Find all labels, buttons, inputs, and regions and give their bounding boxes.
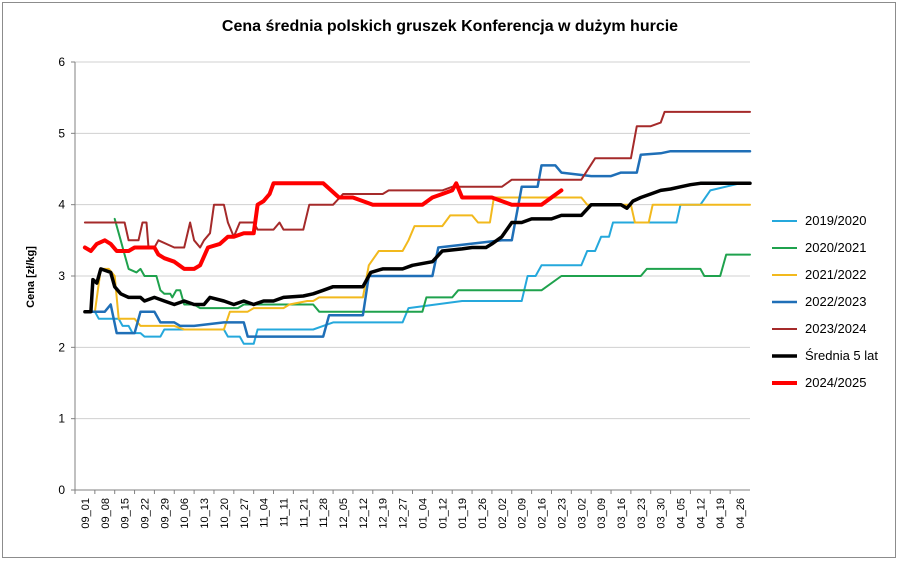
y-tick-label: 2 bbox=[58, 340, 65, 354]
axes bbox=[71, 61, 750, 494]
y-tick-label: 0 bbox=[58, 483, 65, 497]
x-tick-label: 11_11 bbox=[278, 498, 290, 527]
x-tick-label: 10_27 bbox=[239, 498, 251, 529]
x-tick-label: 09_08 bbox=[100, 498, 112, 529]
y-ticks: 0 1 2 3 4 5 6 bbox=[58, 55, 65, 497]
x-tick-label: 03_09 bbox=[596, 498, 608, 529]
legend-label: 2022/2023 bbox=[805, 294, 866, 309]
x-tick-label: 09_15 bbox=[120, 498, 132, 529]
x-tick-label: 10_13 bbox=[199, 498, 211, 529]
x-tick-label: 04_05 bbox=[676, 498, 688, 529]
series-line bbox=[83, 181, 752, 314]
legend-label: Średnia 5 lat bbox=[805, 348, 878, 363]
x-tick-label: 01_26 bbox=[477, 498, 489, 529]
legend-label: 2020/2021 bbox=[805, 240, 866, 255]
x-tick-label: 11_21 bbox=[298, 498, 310, 528]
x-tick-label: 03_23 bbox=[636, 498, 648, 529]
x-tick-label: 01_04 bbox=[417, 498, 429, 529]
legend-label: 2019/2020 bbox=[805, 213, 866, 228]
series-line bbox=[82, 181, 564, 271]
x-tick-label: 09_01 bbox=[80, 498, 92, 529]
y-axis-label: Cena [zł/kg] bbox=[25, 246, 37, 308]
y-tick-label: 5 bbox=[58, 126, 65, 140]
legend: 2019/2020 2020/2021 2021/2022 2022/2023 2023… bbox=[772, 213, 878, 390]
y-tick-label: 1 bbox=[58, 412, 65, 426]
y-tick-label: 4 bbox=[58, 198, 65, 212]
x-tick-label: 04_19 bbox=[715, 498, 727, 529]
x-tick-label: 01_12 bbox=[437, 498, 449, 529]
x-tick-label: 12_05 bbox=[338, 498, 350, 529]
x-tick-label: 02_09 bbox=[517, 498, 529, 529]
x-tick-label: 01_19 bbox=[457, 498, 469, 529]
x-tick-label: 04_26 bbox=[735, 498, 747, 529]
series-line bbox=[83, 110, 751, 249]
x-tick-label: 03_02 bbox=[576, 498, 588, 529]
x-tick-label: 11_28 bbox=[318, 498, 330, 528]
x-ticks: 09_01 09_08 09_15 09_22 09_29 10_06 10_13 10_20… bbox=[80, 498, 747, 529]
series-lines bbox=[82, 110, 752, 345]
y-tick-label: 3 bbox=[58, 269, 65, 283]
x-tick-label: 02_16 bbox=[537, 498, 549, 529]
legend-label: 2023/2024 bbox=[805, 321, 866, 336]
x-tick-label: 10_20 bbox=[219, 498, 231, 529]
x-tick-label: 10_06 bbox=[179, 498, 191, 529]
chart-title: Cena średnia polskich gruszek Konferencj… bbox=[221, 18, 679, 35]
x-tick-label: 11_04 bbox=[259, 498, 271, 528]
x-tick-label: 03_16 bbox=[616, 498, 628, 529]
x-tick-label: 12_27 bbox=[398, 498, 410, 529]
legend-label: 2021/2022 bbox=[805, 267, 866, 282]
x-tick-label: 12_12 bbox=[358, 498, 370, 529]
x-tick-label: 02_23 bbox=[556, 498, 568, 529]
x-tick-label: 09_22 bbox=[139, 498, 151, 529]
x-tick-label: 03_30 bbox=[656, 498, 668, 529]
x-tick-label: 04_12 bbox=[695, 498, 707, 529]
series-line bbox=[83, 196, 751, 331]
grid bbox=[75, 61, 750, 420]
x-tick-label: 02_02 bbox=[497, 498, 509, 529]
series-line bbox=[83, 149, 752, 338]
x-tick-label: 12_19 bbox=[378, 498, 390, 529]
series-line bbox=[113, 217, 751, 313]
legend-label: 2024/2025 bbox=[805, 375, 866, 390]
y-tick-label: 6 bbox=[58, 55, 65, 69]
x-tick-label: 09_29 bbox=[159, 498, 171, 529]
